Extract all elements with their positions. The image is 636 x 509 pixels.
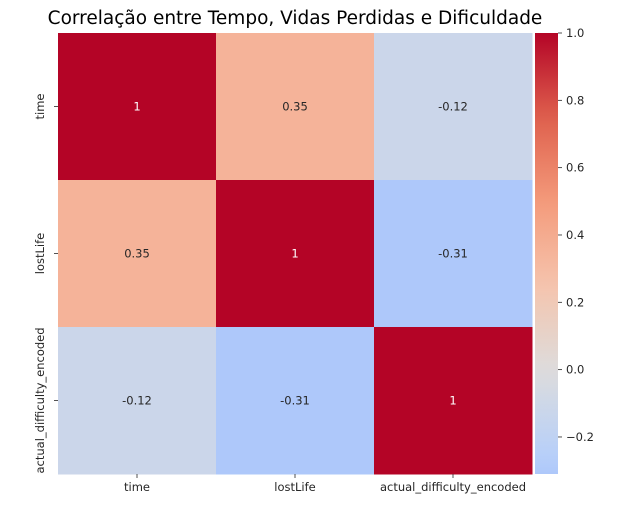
heatmap-cell: [58, 33, 217, 181]
x-tick-label: time: [124, 480, 150, 494]
heatmap-cells: 1 0.35 -0.12 0.35 1 -0.31 -0.12 -0.31 1: [58, 33, 533, 475]
y-tick-label: time: [33, 94, 47, 120]
colorbar-tick-label: 0.2: [566, 295, 584, 309]
heatmap-cell: [58, 327, 217, 475]
heatmap-cell: [216, 327, 375, 475]
colorbar-axis: −0.2 0.0 0.2 0.4 0.6 0.8 1.0: [558, 26, 594, 444]
heatmap-cell: [216, 33, 375, 181]
cell-annotation: -0.12: [438, 100, 468, 114]
colorbar-tick-label: 0.4: [566, 228, 584, 242]
cell-annotation: 0.35: [124, 247, 150, 261]
cell-annotation: -0.12: [122, 394, 152, 408]
y-tick-label: actual_difficulty_encoded: [33, 327, 47, 473]
chart-title: Correlação entre Tempo, Vidas Perdidas e…: [48, 8, 543, 29]
x-axis: time lostLife actual_difficulty_encoded: [124, 474, 526, 494]
cell-annotation: 0.35: [282, 100, 308, 114]
colorbar-tick-label: 0.0: [566, 363, 584, 377]
colorbar-tick-label: 0.6: [566, 161, 584, 175]
heatmap-cell: [374, 327, 533, 475]
cell-annotation: -0.31: [438, 247, 468, 261]
cell-annotation: -0.31: [280, 394, 310, 408]
colorbar-tick-label: −0.2: [566, 430, 594, 444]
x-tick-label: lostLife: [274, 480, 315, 494]
cell-annotation: 1: [291, 247, 298, 261]
heatmap-cell: [374, 33, 533, 181]
heatmap-cell: [216, 180, 375, 328]
y-axis: time lostLife actual_difficulty_encoded: [33, 94, 58, 474]
cell-annotation: 1: [449, 394, 456, 408]
heatmap-cell: [374, 180, 533, 328]
colorbar-tick-label: 0.8: [566, 93, 584, 107]
colorbar-tick-label: 1.0: [566, 26, 584, 40]
y-tick-label: lostLife: [33, 233, 47, 274]
x-tick-label: actual_difficulty_encoded: [380, 480, 526, 494]
colorbar: [535, 33, 558, 474]
cell-annotation: 1: [133, 100, 140, 114]
heatmap-cell: [58, 180, 217, 328]
